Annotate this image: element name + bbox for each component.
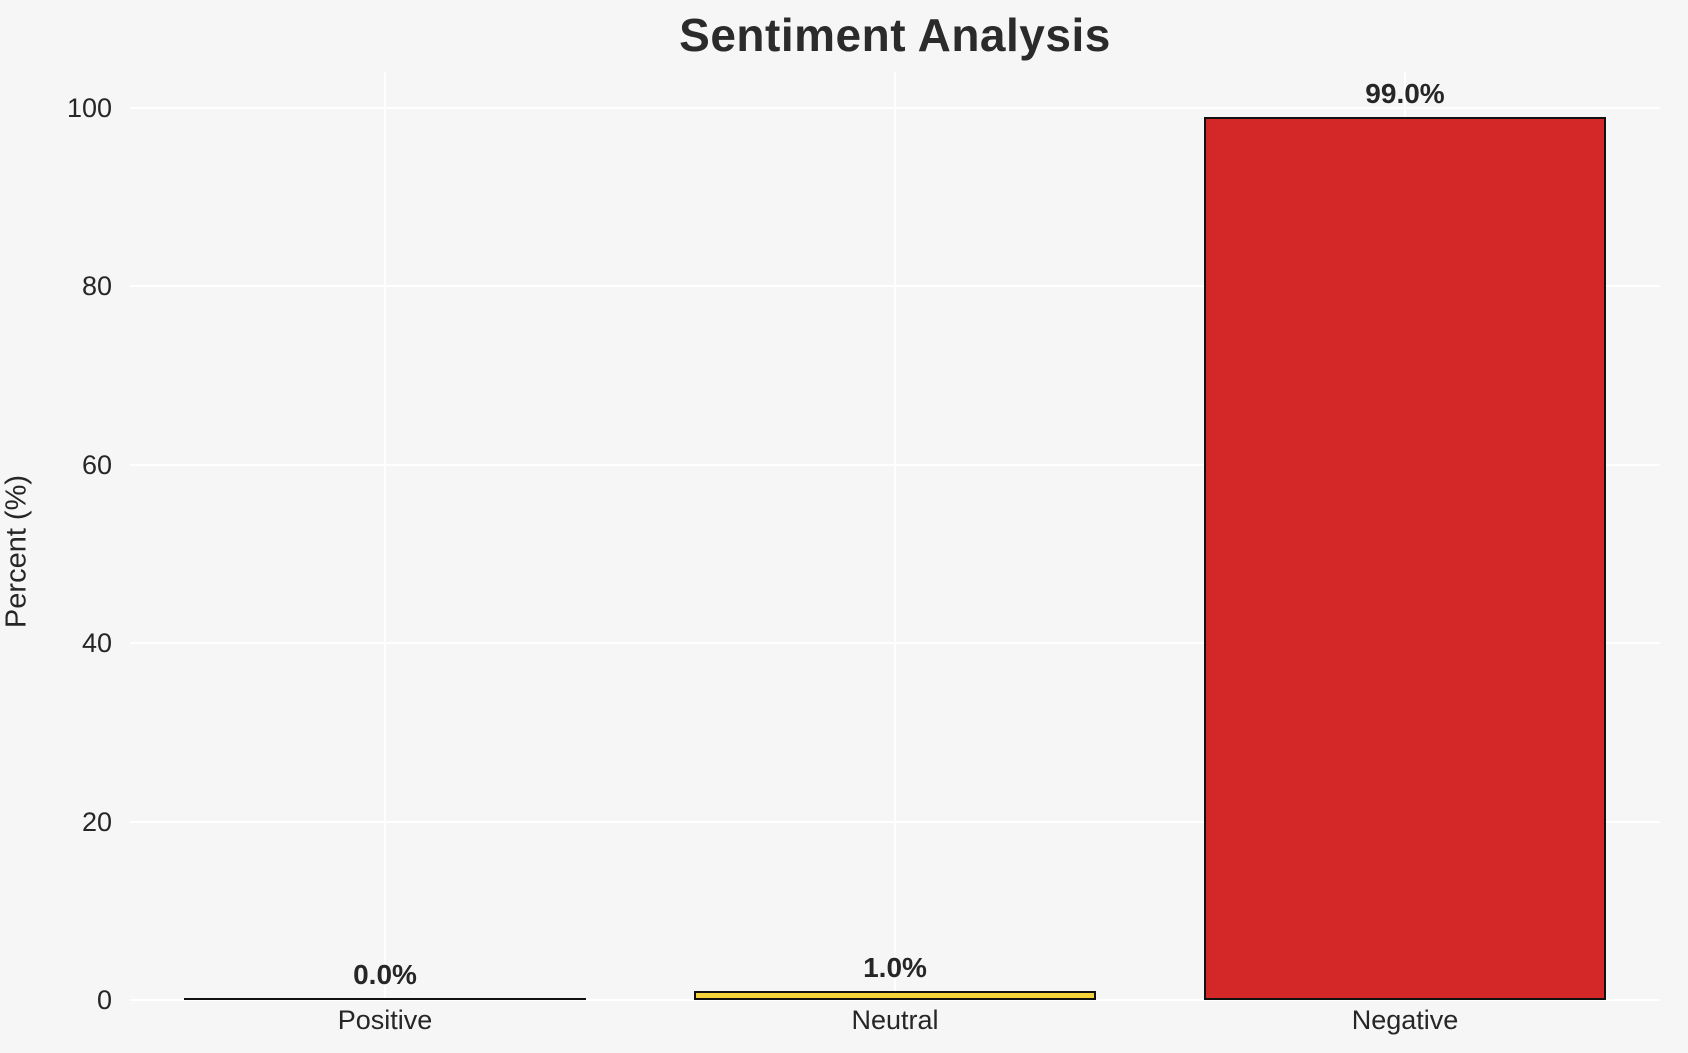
x-tick-label: Neutral <box>851 1005 939 1035</box>
bar-value-label: 1.0% <box>863 952 927 984</box>
y-tick-label: 0 <box>96 985 112 1015</box>
chart-title: Sentiment Analysis <box>679 9 1111 61</box>
bar-negative <box>1203 116 1607 1000</box>
x-tick-label: Negative <box>1351 1005 1459 1035</box>
x-gridline <box>384 72 386 1000</box>
y-tick-label: 40 <box>81 628 112 659</box>
y-tick-label: 20 <box>81 806 112 837</box>
bar-neutral <box>693 991 1097 1000</box>
y-tick-label: 60 <box>81 449 112 480</box>
x-tick-label: Positive <box>337 1005 433 1035</box>
y-axis-label: Percent (%) <box>0 474 33 629</box>
bar-positive <box>183 997 587 1000</box>
bar-value-label: 0.0% <box>353 958 417 990</box>
y-tick-label: 100 <box>66 92 112 123</box>
y-tick-label: 80 <box>81 271 112 302</box>
y-gridline <box>130 999 1660 1001</box>
x-gridline <box>894 72 896 1000</box>
bar-value-label: 99.0% <box>1365 77 1445 109</box>
